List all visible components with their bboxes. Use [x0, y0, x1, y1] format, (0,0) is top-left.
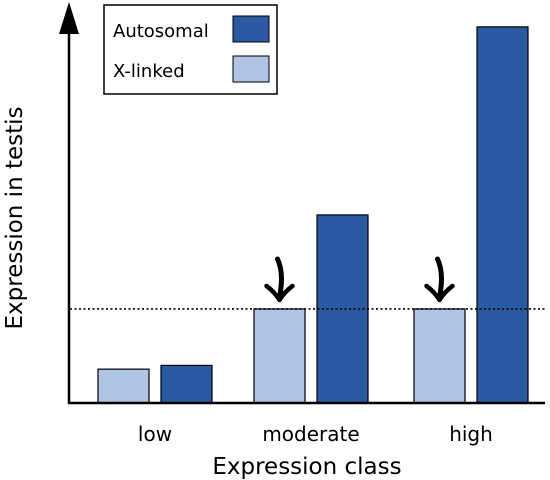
- legend-swatch-autosomal: [232, 15, 270, 43]
- bar-autosomal-low: [160, 364, 213, 404]
- bar-x-linked-low: [97, 368, 150, 404]
- arrows-group: [264, 256, 455, 303]
- down-arrow-icon: [264, 256, 295, 303]
- category-label-high: high: [449, 422, 493, 446]
- x-axis-label: Expression class: [212, 454, 401, 480]
- category-label-low: low: [138, 422, 172, 446]
- down-arrow-icon: [424, 256, 455, 303]
- bar-x-linked-high: [413, 308, 466, 404]
- y-axis-label: Expression in testis: [2, 107, 28, 330]
- bar-autosomal-moderate: [316, 214, 369, 404]
- legend-label-xlinked: X-linked: [113, 61, 185, 82]
- bars-group: [97, 26, 529, 404]
- category-label-moderate: moderate: [262, 422, 359, 446]
- bar-x-linked-moderate: [253, 308, 306, 404]
- legend: Autosomal X-linked: [103, 4, 278, 95]
- category-labels: low moderate high: [138, 422, 493, 446]
- bar-autosomal-high: [476, 26, 529, 404]
- y-axis-arrowhead: [59, 2, 79, 34]
- legend-label-autosomal: Autosomal: [113, 21, 209, 42]
- legend-swatch-xlinked: [232, 55, 270, 83]
